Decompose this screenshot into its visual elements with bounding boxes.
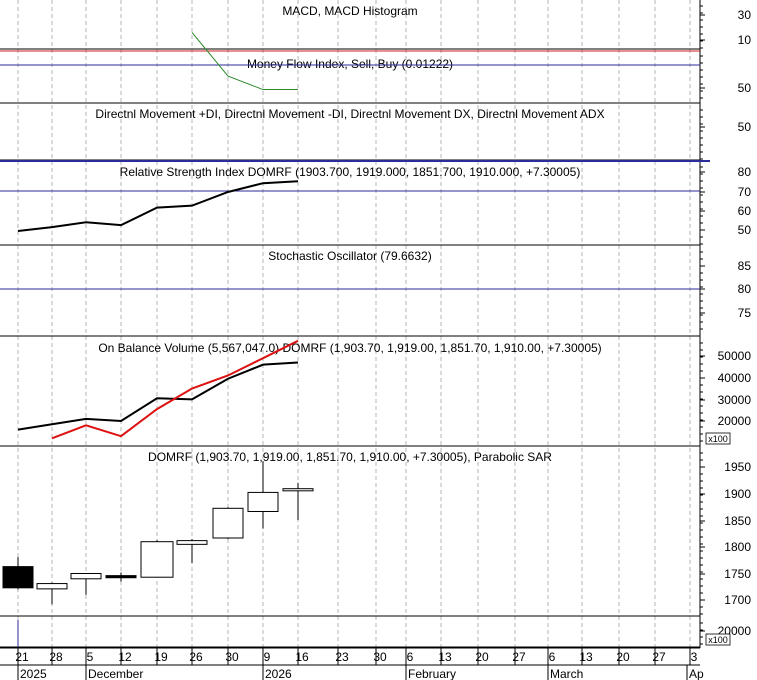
multiplier-box [705, 633, 731, 646]
panel-title: Relative Strength Index DOMRF (1903.700,… [120, 165, 581, 179]
y-axis-tick-label: 50000 [718, 349, 752, 363]
y-axis-tick-label: 1750 [724, 567, 751, 581]
panel-title: On Balance Volume (5,567,047.0) DOMRF (1… [98, 341, 601, 355]
panel-title: Money Flow Index, Sell, Buy (0.01222) [247, 57, 453, 71]
y-axis-tick-label: 1850 [724, 514, 751, 528]
candle-body [247, 491, 279, 512]
y-axis-tick-label: 30000 [718, 393, 752, 407]
y-axis-tick-label: 10 [738, 33, 752, 47]
multiplier-label: x100 [708, 434, 728, 444]
y-axis-tick-label: 1700 [724, 593, 751, 607]
multiplier-label: x100 [708, 635, 728, 645]
y-axis-tick-label: 30 [738, 8, 752, 22]
x-axis-month-label: February [408, 667, 456, 680]
y-axis-tick-label: 50 [738, 223, 752, 237]
x-axis-day-label: 28 [49, 650, 63, 664]
candle-body [36, 583, 68, 590]
y-axis-tick-label: 85 [738, 259, 752, 273]
panel-title: Stochastic Oscillator (79.6632) [268, 249, 431, 263]
x-axis-month-label: Ap [689, 667, 704, 680]
x-axis-day-label: 21 [15, 650, 29, 664]
candle-body [282, 488, 314, 492]
x-axis-day-label: 30 [225, 650, 239, 664]
panel-title: MACD, MACD Histogram [282, 4, 417, 18]
x-axis-day-label: 16 [295, 650, 309, 664]
x-axis-day-label: 13 [579, 650, 593, 664]
y-axis-tick-label: 50 [738, 120, 752, 134]
x-axis-day-label: 20 [616, 650, 630, 664]
y-axis-tick-label: 1900 [724, 487, 751, 501]
multiplier-box [705, 432, 731, 445]
x-axis-day-label: 9 [264, 650, 271, 664]
x-axis-month-label: 2026 [265, 667, 292, 680]
y-axis-tick-label: 1950 [724, 460, 751, 474]
y-axis-tick-label: 60 [738, 204, 752, 218]
x-axis-day-label: 27 [512, 650, 526, 664]
y-axis-tick-label: 75 [738, 306, 752, 320]
y-axis-tick-label: 1800 [724, 540, 751, 554]
y-axis-tick-label: 80 [738, 282, 752, 296]
y-axis-tick-label: 80 [738, 165, 752, 179]
y-axis-tick-label: 50 [738, 81, 752, 95]
x-axis-day-label: 23 [335, 650, 349, 664]
panel-title: Directnl Movement +DI, Directnl Movement… [95, 107, 604, 121]
x-axis-day-label: 27 [652, 650, 666, 664]
obv-series-line [17, 361, 299, 431]
x-axis-day-label: 30 [373, 650, 387, 664]
rsi-series-line [17, 180, 299, 232]
y-axis-tick-label: 20000 [718, 414, 752, 428]
x-axis-day-label: 13 [438, 650, 452, 664]
x-axis-day-label: 5 [87, 650, 94, 664]
candle-body [70, 573, 102, 580]
x-axis-month-label: December [88, 667, 143, 680]
x-axis-day-label: 19 [154, 650, 168, 664]
x-axis-day-label: 3 [691, 650, 698, 664]
y-axis-tick-label: 40000 [718, 371, 752, 385]
y-axis-tick-label: 70 [738, 185, 752, 199]
mfi-series-line [191, 32, 298, 91]
candle-body [176, 540, 208, 545]
candle-body [140, 541, 174, 578]
x-axis-day-label: 6 [407, 650, 414, 664]
x-axis-day-label: 20 [475, 650, 489, 664]
x-axis-day-label: 12 [118, 650, 132, 664]
x-axis-month-label: March [550, 667, 583, 680]
x-axis-month-label: 2025 [20, 667, 47, 680]
x-axis-day-label: 26 [189, 650, 203, 664]
candle-body [105, 575, 137, 579]
candle-body [2, 566, 34, 589]
obv-signal-line [51, 339, 299, 440]
panel-title: DOMRF (1,903.70, 1,919.00, 1,851.70, 1,9… [148, 450, 552, 464]
x-axis-day-label: 6 [549, 650, 556, 664]
candle-body [212, 507, 244, 539]
